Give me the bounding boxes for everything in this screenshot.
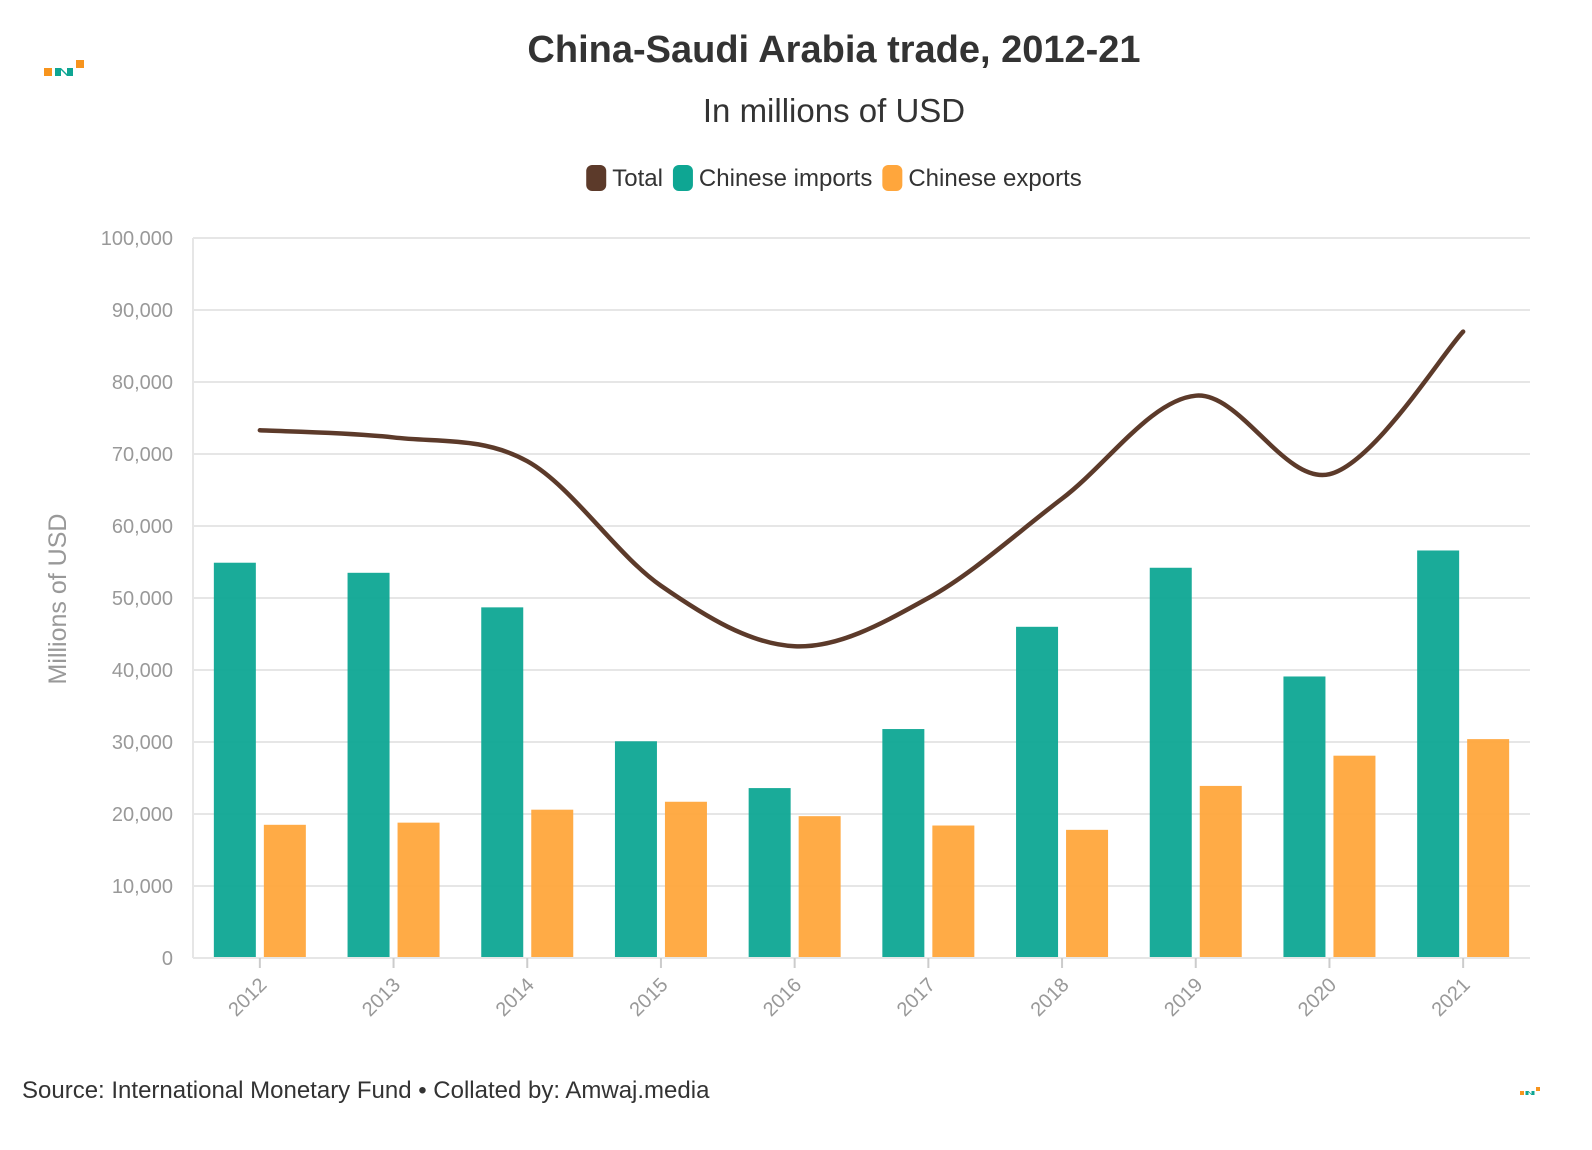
bar-chinese-exports[interactable] — [1333, 755, 1376, 958]
y-tick-label: 10,000 — [112, 876, 173, 898]
bar-chinese-imports[interactable] — [748, 788, 791, 958]
bar-chinese-imports[interactable] — [1283, 676, 1326, 958]
y-tick-label: 70,000 — [112, 444, 173, 466]
legend-label: Chinese exports — [908, 165, 1081, 192]
x-tick-label: 2012 — [224, 974, 271, 1021]
legend-label: Chinese imports — [699, 165, 872, 192]
series-line-total[interactable] — [257, 329, 1466, 649]
bar-chinese-exports[interactable] — [1066, 829, 1109, 958]
y-axis-ticks: 0 10,000 20,000 30,000 40,000 50,000 60,000 70,… — [101, 228, 173, 970]
chart-title: China-Saudi Arabia trade, 2012-21 — [527, 29, 1140, 71]
source-note: Source: International Monetary Fund • Co… — [22, 1077, 710, 1104]
legend-swatch — [586, 165, 607, 191]
x-tick-label: 2021 — [1428, 974, 1475, 1021]
bar-chinese-exports[interactable] — [1199, 785, 1242, 958]
bar-chinese-imports[interactable] — [481, 607, 524, 958]
y-tick-label: 60,000 — [112, 516, 173, 538]
x-tick-label: 2017 — [893, 974, 940, 1021]
bar-chinese-exports[interactable] — [664, 801, 707, 958]
series-lines — [257, 329, 1466, 649]
bar-chinese-exports[interactable] — [397, 822, 440, 958]
bar-chinese-imports[interactable] — [213, 562, 256, 958]
y-tick-label: 80,000 — [112, 372, 173, 394]
x-tick-label: 2018 — [1027, 974, 1074, 1021]
y-tick-label: 50,000 — [112, 588, 173, 610]
x-tick-label: 2014 — [492, 974, 539, 1021]
legend-item-chinese-imports[interactable]: Chinese imports — [672, 165, 872, 192]
x-tick-label: 2015 — [625, 974, 672, 1021]
x-tick-label: 2013 — [358, 974, 405, 1021]
legend-item-chinese-exports[interactable]: Chinese exports — [882, 165, 1082, 192]
bar-chinese-imports[interactable] — [1016, 626, 1059, 958]
bar-chinese-imports[interactable] — [882, 729, 925, 958]
chart-subtitle: In millions of USD — [703, 92, 965, 129]
bar-chinese-exports[interactable] — [531, 809, 574, 958]
y-tick-label: 100,000 — [101, 228, 173, 250]
legend-item-total[interactable]: Total — [586, 165, 663, 192]
legend[interactable]: Total Chinese imports Chinese exports — [586, 165, 1082, 192]
x-tick-label: 2020 — [1294, 974, 1341, 1021]
bar-chinese-exports[interactable] — [798, 816, 841, 958]
amwaj-logo-icon — [44, 60, 84, 76]
bar-chinese-imports[interactable] — [1149, 567, 1192, 958]
y-tick-label: 90,000 — [112, 300, 173, 322]
gridlines — [192, 237, 1530, 959]
legend-label: Total — [612, 165, 663, 192]
y-tick-label: 20,000 — [112, 804, 173, 826]
bar-chinese-imports[interactable] — [614, 741, 657, 958]
x-axis: 2012 2013 2014 2015 2016 2017 2018 2019 2020 2021 — [193, 957, 1530, 1021]
bars — [213, 550, 1510, 958]
bar-chinese-imports[interactable] — [347, 572, 390, 958]
y-tick-label: 0 — [162, 948, 173, 970]
y-axis-label: Millions of USD — [44, 514, 72, 685]
x-tick-label: 2019 — [1160, 974, 1207, 1021]
y-tick-label: 40,000 — [112, 660, 173, 682]
bar-chinese-exports[interactable] — [932, 825, 975, 958]
x-tick-label: 2016 — [759, 974, 806, 1021]
y-tick-label: 30,000 — [112, 732, 173, 754]
bar-chinese-exports[interactable] — [1467, 739, 1510, 958]
legend-swatch — [882, 165, 903, 191]
bar-chinese-exports[interactable] — [263, 824, 306, 958]
bar-chinese-imports[interactable] — [1417, 550, 1460, 958]
legend-swatch — [672, 165, 693, 191]
amwaj-logo-small-icon — [1520, 1087, 1540, 1095]
